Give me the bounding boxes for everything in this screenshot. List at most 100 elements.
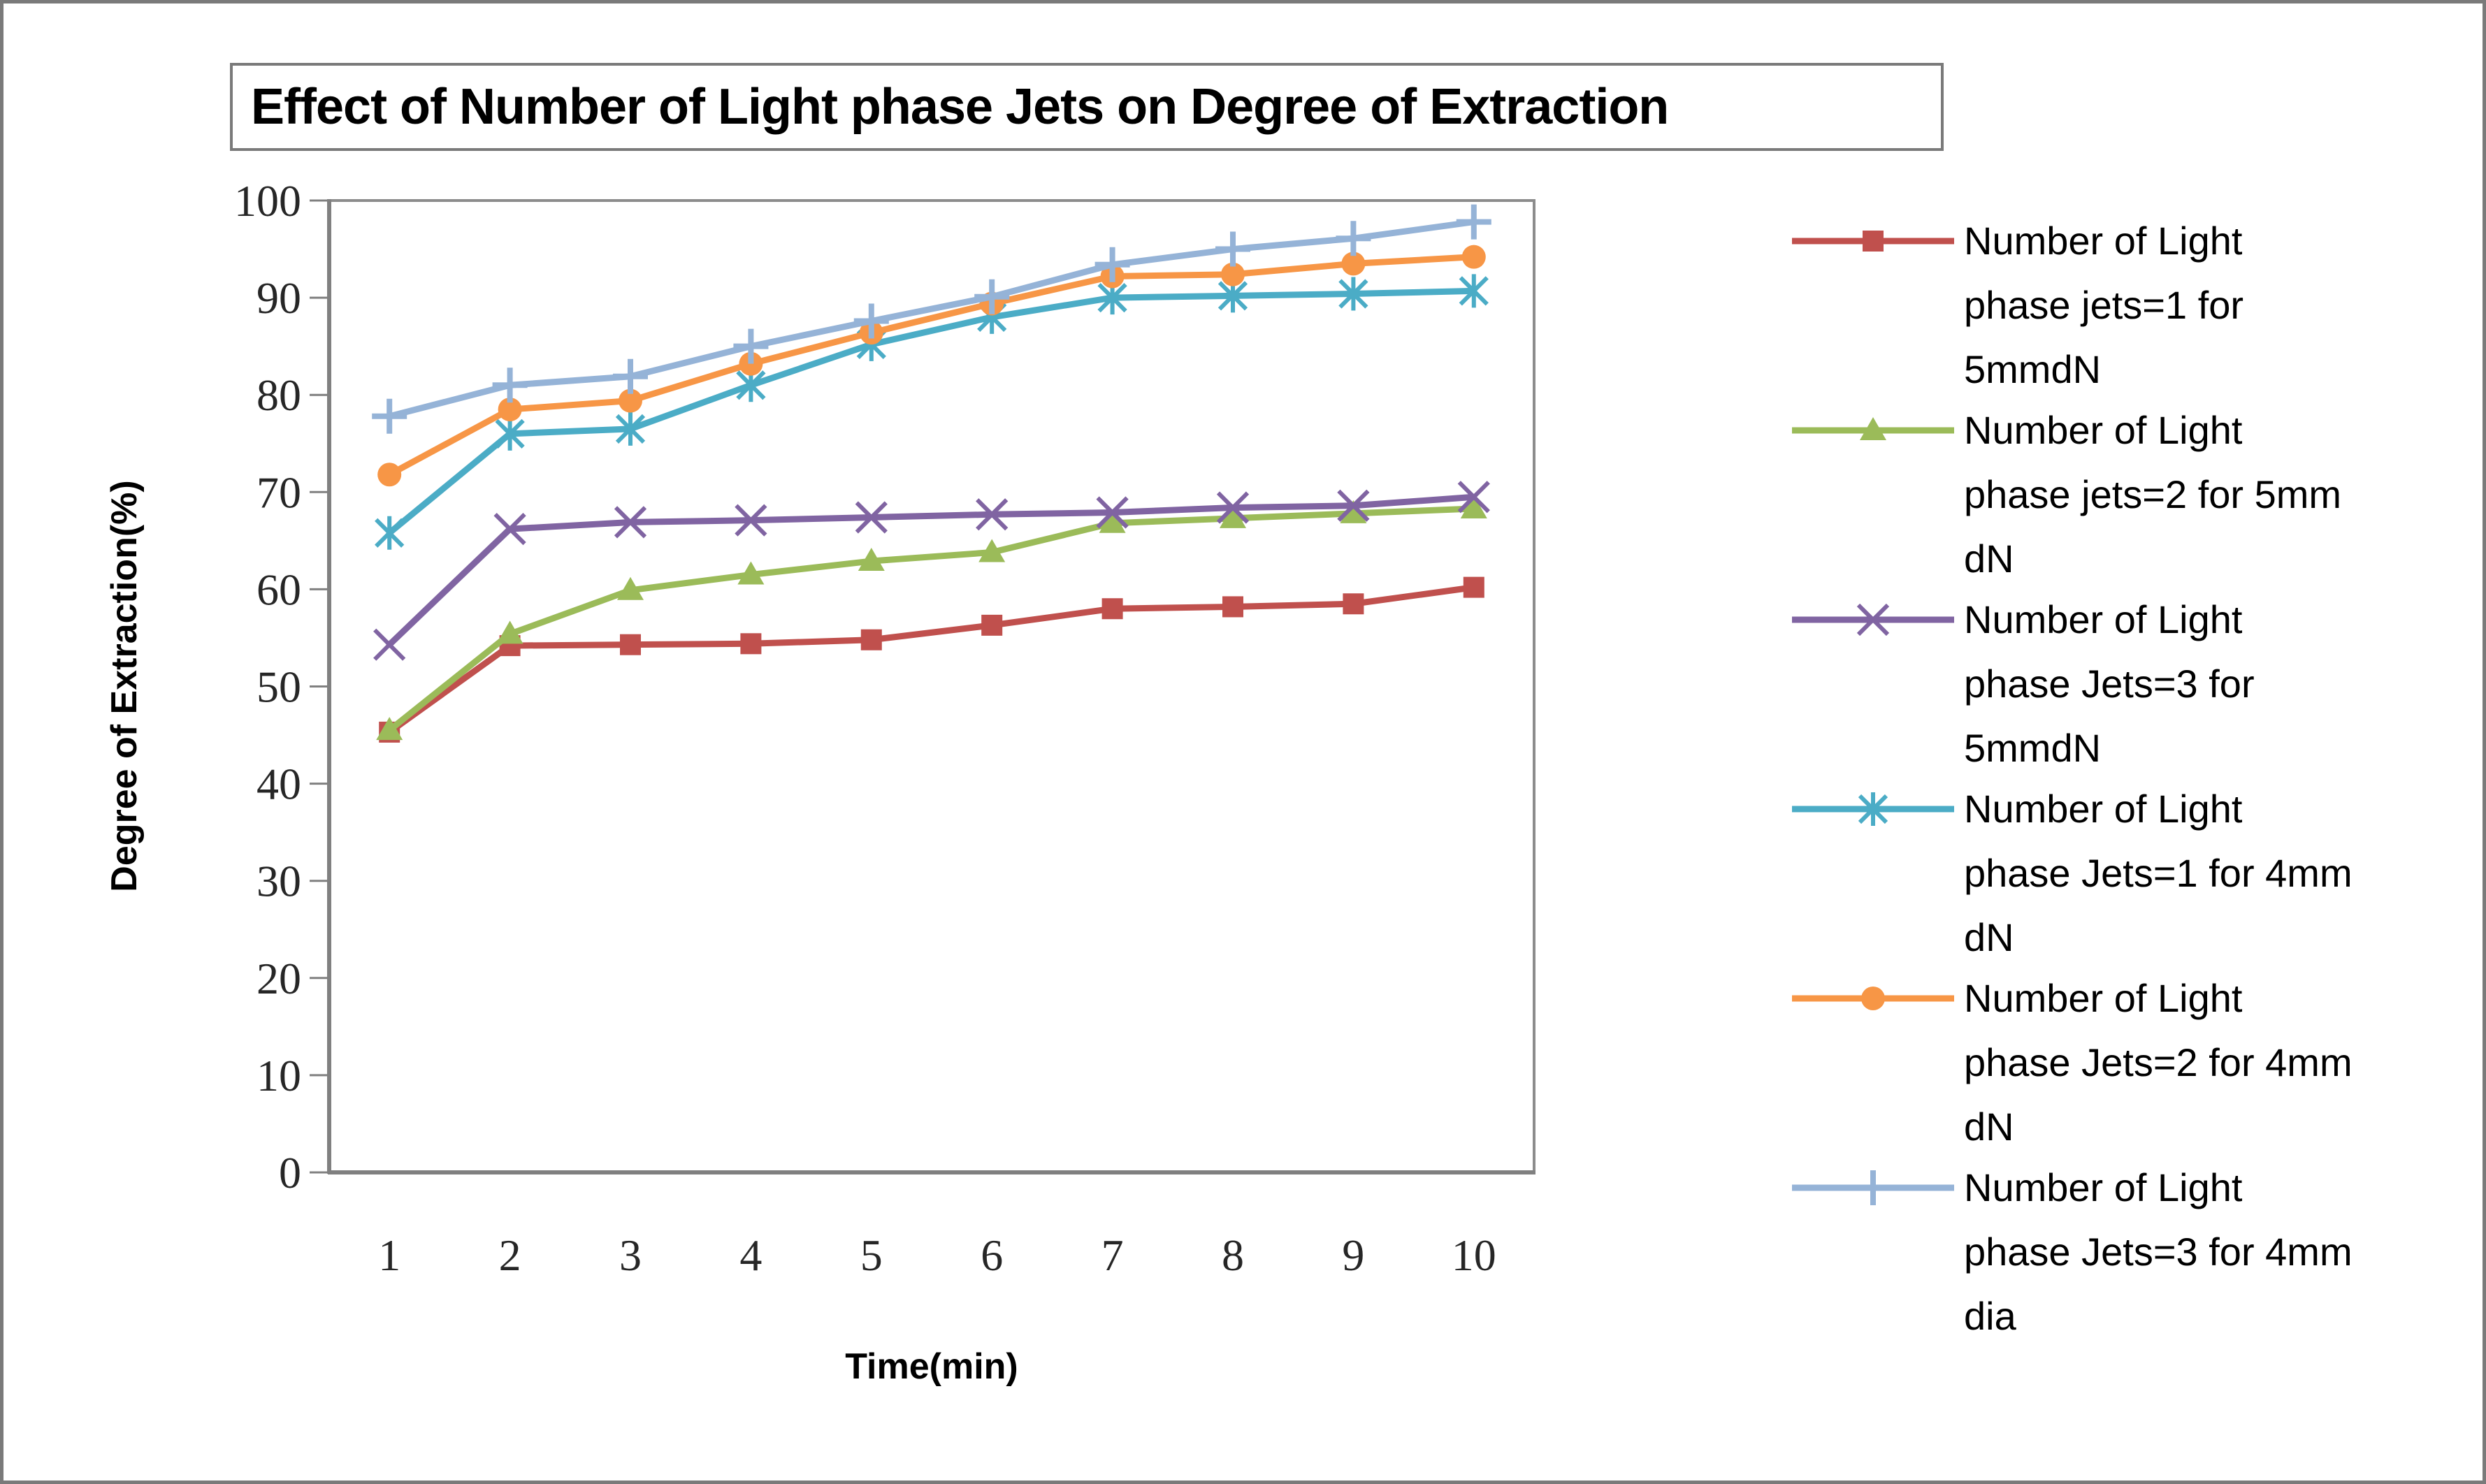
- series: [372, 204, 1491, 434]
- triangle-marker: [1220, 504, 1246, 528]
- y-tick-label: 60: [256, 565, 301, 614]
- asterisk-marker: [615, 412, 646, 446]
- plus-marker: [613, 358, 648, 394]
- legend-item: Number of Light phase Jets=2 for 4mm dN: [1789, 966, 2353, 1159]
- y-axis-title: Degree of Extraction(%): [104, 480, 145, 892]
- x-marker: [373, 628, 406, 661]
- triangle-marker: [1340, 500, 1367, 523]
- series-line: [386, 505, 1477, 734]
- x-marker: [1216, 491, 1250, 524]
- circle-marker: [1221, 262, 1245, 286]
- plus-marker: [1215, 231, 1250, 267]
- series: [376, 495, 1487, 741]
- series-line: [386, 254, 1477, 478]
- triangle-marker: [978, 539, 1006, 562]
- chart-title-box: Effect of Number of Light phase Jets on …: [230, 63, 1944, 151]
- x-marker: [1337, 489, 1370, 522]
- x-marker: [1457, 481, 1490, 514]
- x-tick-label: 1: [378, 1230, 400, 1280]
- y-tick-label: 10: [256, 1051, 301, 1100]
- plus-marker: [1094, 247, 1130, 282]
- legend-item-label: Number of Light phase jets=1 for 5mmdN: [1964, 219, 2244, 391]
- legend-item-label: Number of Light phase Jets=3 for 4mm dia: [1964, 1165, 2353, 1338]
- asterisk-marker: [1459, 274, 1489, 308]
- circle-marker: [1461, 245, 1486, 269]
- asterisk-marker: [495, 416, 525, 451]
- legend-marker-triangle-icon: [1792, 417, 1954, 440]
- legend-marker-square-icon: [1792, 231, 1954, 252]
- x-tick-label: 6: [981, 1230, 1003, 1280]
- legend-item-label: Number of Light phase jets=2 for 5mm dN: [1964, 408, 2342, 581]
- legend-marker-x-icon: [1792, 603, 1954, 636]
- triangle-marker: [1099, 509, 1126, 533]
- series: [379, 576, 1484, 743]
- asterisk-marker: [1338, 277, 1368, 311]
- square-marker: [1463, 576, 1484, 598]
- asterisk-marker: [375, 516, 405, 550]
- legend-marker-circle-icon: [1792, 987, 1954, 1010]
- x-marker: [1096, 496, 1129, 529]
- circle-marker: [377, 463, 402, 487]
- x-tick-label: 3: [619, 1230, 642, 1280]
- square-marker: [740, 633, 762, 655]
- x-tick-label: 2: [499, 1230, 521, 1280]
- plus-marker: [372, 398, 407, 434]
- y-tick-label: 40: [256, 759, 301, 809]
- legend-item: Number of Light phase Jets=3 for 4mm dia: [1789, 1156, 2353, 1348]
- x-tick-label: 4: [739, 1230, 762, 1280]
- x-marker: [493, 513, 526, 546]
- legend-item-label: Number of Light phase Jets=1 for 4mm dN: [1964, 787, 2353, 959]
- x-axis-title: Time(min): [845, 1346, 1018, 1387]
- legend-item: Number of Light phase Jets=3 for 5mmdN: [1789, 588, 2255, 780]
- y-tick-label: 80: [256, 370, 301, 420]
- series-line: [386, 584, 1477, 736]
- legend-item: Number of Light phase Jets=1 for 4mm dN: [1789, 777, 2353, 970]
- circle-marker: [1341, 252, 1366, 276]
- x-marker: [855, 501, 888, 534]
- series-line: [386, 493, 1477, 648]
- legend-item-label: Number of Light phase Jets=2 for 4mm dN: [1964, 976, 2353, 1149]
- plot-border: [328, 199, 1535, 1174]
- plus-marker: [492, 368, 528, 403]
- triangle-marker: [858, 548, 885, 572]
- plus-marker: [974, 279, 1010, 314]
- x-tick-label: 8: [1222, 1230, 1244, 1280]
- y-tick-label: 50: [256, 662, 301, 712]
- triangle-marker: [496, 620, 523, 644]
- plus-marker: [733, 328, 769, 364]
- chart-title: Effect of Number of Light phase Jets on …: [251, 79, 1669, 135]
- square-marker: [620, 634, 641, 655]
- series: [375, 274, 1489, 550]
- y-tick-label: 20: [256, 954, 301, 1003]
- legend-marker-plus-icon: [1792, 1170, 1954, 1205]
- x-marker: [976, 498, 1009, 531]
- circle-marker: [619, 388, 642, 413]
- x-tick-label: 10: [1452, 1230, 1496, 1280]
- circle-marker: [498, 398, 522, 422]
- triangle-marker: [1460, 495, 1487, 518]
- y-tick-label: 30: [256, 857, 301, 906]
- legend-item: Number of Light phase jets=2 for 5mm dN: [1789, 398, 2341, 591]
- series-line: [386, 287, 1477, 537]
- triangle-marker: [617, 576, 644, 600]
- x-tick-label: 5: [860, 1230, 883, 1280]
- legend-item: Number of Light phase jets=1 for 5mmdN: [1789, 209, 2243, 402]
- square-marker: [1101, 598, 1123, 620]
- plus-marker: [1456, 204, 1491, 240]
- square-marker: [1222, 596, 1243, 618]
- y-tick-label: 100: [234, 176, 301, 226]
- legend-marker-asterisk-icon: [1792, 792, 1954, 826]
- x-marker: [614, 506, 647, 539]
- triangle-marker: [376, 717, 403, 741]
- triangle-marker: [737, 561, 765, 585]
- square-marker: [1343, 593, 1364, 615]
- plus-marker: [853, 303, 889, 339]
- series: [373, 481, 1490, 661]
- x-marker: [735, 504, 767, 537]
- plus-marker: [1336, 221, 1371, 256]
- x-tick-label: 9: [1342, 1230, 1364, 1280]
- legend-item-label: Number of Light phase Jets=3 for 5mmdN: [1964, 597, 2255, 770]
- x-tick-label: 7: [1101, 1230, 1124, 1280]
